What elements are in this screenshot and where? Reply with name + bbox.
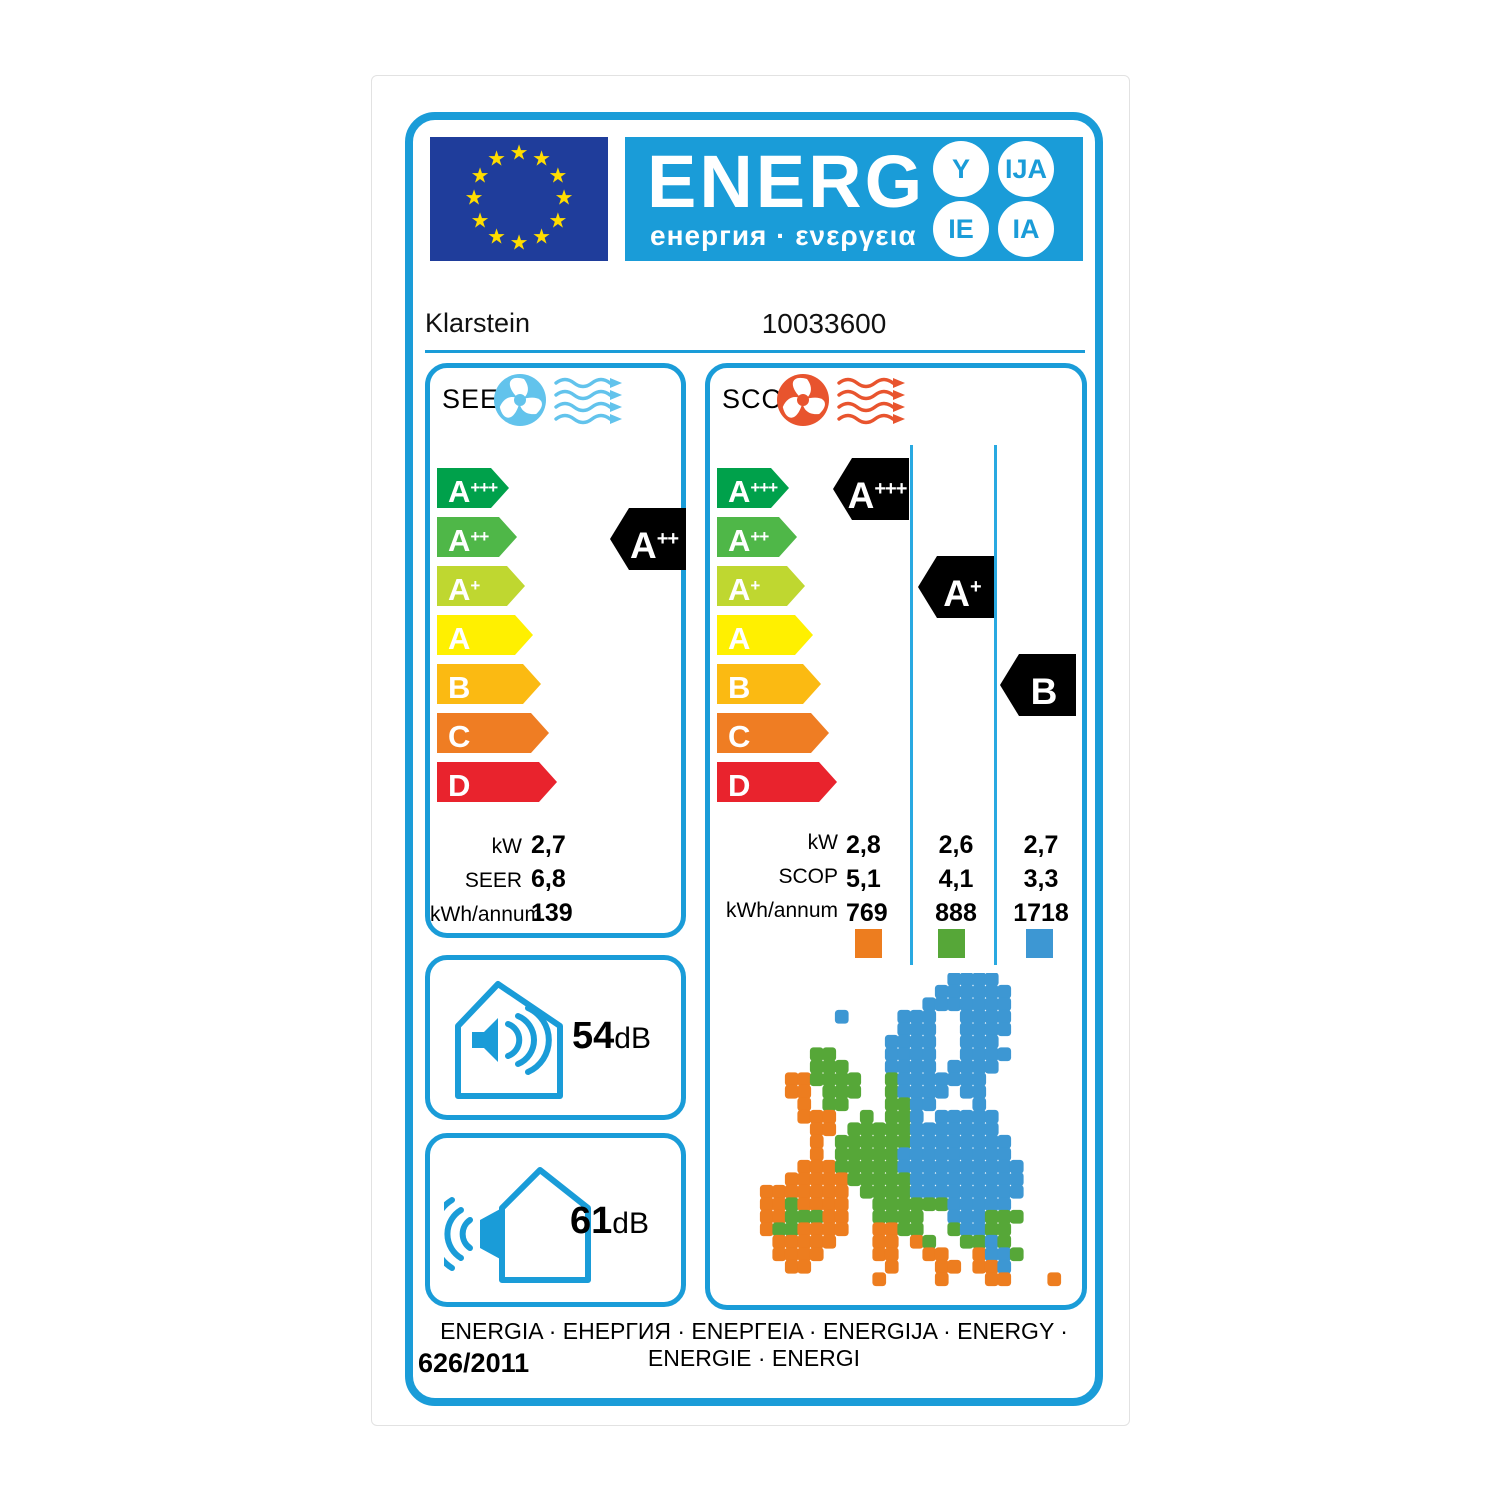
eu-star-icon: ★: [487, 147, 506, 171]
scop-rating-arrow-cold: B: [1000, 654, 1076, 716]
outdoor-noise-box: 61dB: [425, 1133, 686, 1307]
eu-star-icon: ★: [470, 164, 490, 187]
energy-class-arrow-A+: A+: [437, 566, 525, 606]
seer-capacity-row: kW 2,7: [491, 831, 566, 859]
energy-class-arrow-D: D: [437, 762, 557, 802]
eu-star-icon: ★: [509, 231, 529, 255]
cold-zone-swatch: [1026, 929, 1053, 958]
supplier-name: Klarstein: [425, 308, 531, 338]
seer-consumption-row: kWh/annum139: [430, 899, 573, 927]
scop-rating-arrow-average: A+: [918, 556, 994, 618]
seer-efficiency-row: SEER 6,8: [464, 865, 566, 893]
cool-air-waves-icon: [554, 377, 622, 425]
energy-logo-text: ENERG: [647, 140, 926, 223]
eu-star-icon: ★: [470, 209, 490, 232]
warm-zone-swatch: [855, 929, 882, 958]
scop-panel: SCOP A+++ A+: [705, 363, 1087, 1310]
indoor-noise-value: 54dB: [572, 1015, 651, 1057]
eu-star-icon: ★: [509, 141, 529, 165]
eu-star-icon: ★: [487, 225, 506, 249]
language-suffix-badges: Y IJA IE IA: [933, 141, 1079, 259]
indoor-noise-box: 54dB: [425, 955, 686, 1120]
energy-class-arrow-A: A: [437, 615, 533, 655]
suffix-badge: IE: [933, 201, 989, 257]
eu-flag: ★ ★ ★ ★ ★ ★ ★ ★ ★ ★ ★ ★: [430, 137, 608, 261]
suffix-badge: Y: [933, 141, 989, 197]
eu-star-icon: ★: [548, 209, 568, 232]
energy-class-arrow-B: B: [717, 664, 821, 704]
energy-class-arrow-C: C: [717, 713, 829, 753]
header-divider: [425, 350, 1085, 353]
energy-class-arrow-A: A: [717, 615, 813, 655]
seer-energy-scale: A+++ A++ A+ A B C D: [437, 468, 557, 811]
energy-class-arrow-A+++: A+++: [717, 468, 789, 508]
eu-star-icon: ★: [554, 186, 574, 210]
warm-air-waves-icon: [837, 377, 905, 425]
climate-zone-divider-2: [994, 445, 997, 965]
energy-class-arrow-C: C: [437, 713, 549, 753]
outdoor-noise-value: 61dB: [570, 1200, 649, 1242]
scop-energy-scale: A+++ A++ A+ A B C D: [717, 468, 837, 811]
eu-star-icon: ★: [532, 147, 551, 171]
energy-class-arrow-D: D: [717, 762, 837, 802]
average-zone-swatch: [938, 929, 965, 958]
energy-class-arrow-B: B: [437, 664, 541, 704]
indoor-noise-icon: [455, 981, 563, 1099]
outdoor-noise-icon: [444, 1167, 591, 1283]
model-identifier: 10033600: [761, 308, 887, 339]
seer-rating-arrow: A++: [610, 508, 686, 570]
eu-star-icon: ★: [548, 164, 568, 187]
energy-word-languages: ENERGIA · ЕНЕРГИЯ · ΕΝΕΡΓΕΙΑ · ENERGIJA …: [440, 1318, 1068, 1371]
europe-climate-map: [759, 973, 1062, 1287]
scop-rating-arrow-warm: A+++: [833, 458, 909, 520]
regulation-number: 626/2011: [418, 1348, 530, 1378]
energy-banner: ENERG енергия · ενεργεια Y IJA IE IA: [625, 137, 1083, 261]
energy-class-arrow-A+++: A+++: [437, 468, 509, 508]
seer-panel: SEER A+++ A++ A+ A B C D: [425, 363, 686, 938]
suffix-badge: IA: [998, 201, 1054, 257]
climate-zone-divider-1: [910, 445, 913, 965]
heating-fan-icon: [777, 374, 829, 426]
energy-class-arrow-A++: A++: [717, 517, 797, 557]
cooling-fan-icon: [494, 374, 546, 426]
eu-star-icon: ★: [532, 225, 551, 249]
energy-class-arrow-A+: A+: [717, 566, 805, 606]
suffix-badge: IJA: [998, 141, 1054, 197]
energy-logo-subtext: енергия · ενεργεια: [650, 220, 917, 251]
energy-class-arrow-A++: A++: [437, 517, 517, 557]
eu-star-icon: ★: [464, 186, 484, 210]
